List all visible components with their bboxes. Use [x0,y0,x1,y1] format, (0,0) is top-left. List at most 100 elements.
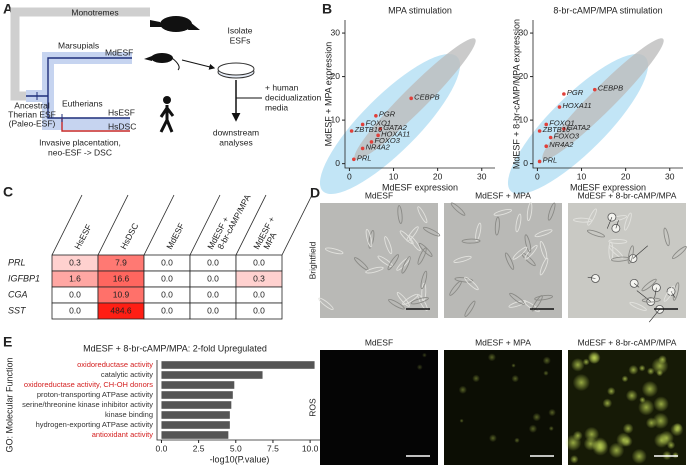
y-axis-label: GO: Molecular Function [4,357,14,452]
category-label: kinase binding [105,410,153,419]
cell [534,294,553,301]
micrograph [444,350,562,465]
opossum [144,53,180,71]
cell [450,202,466,216]
signal [487,353,496,362]
cell [461,238,481,244]
panel-label: A [3,1,13,17]
process [587,276,596,279]
bar [161,421,230,429]
condition-label: MdESF [365,337,393,347]
x-tick-label: 2.5 [193,443,205,453]
y-tick-label: 20 [331,71,341,81]
cell [365,229,373,248]
panel-label: B [322,1,332,17]
image-background [320,203,438,318]
process [633,283,640,288]
process [654,287,657,299]
signal [625,389,638,402]
gene-label: ZBTB16 [542,125,571,134]
cell [509,292,525,305]
gene-label: FOXO3 [554,132,580,141]
axis-line [156,360,322,441]
signal [631,448,647,464]
cell-value: 0.0 [161,273,173,283]
x-tick-label: 0.0 [156,443,168,453]
signal [514,437,520,444]
row-label: PRL [8,257,26,267]
cell [475,222,482,242]
panel-label: C [3,184,13,200]
cell [641,278,657,292]
y-tick-label: 30 [331,27,341,37]
signal [472,374,480,383]
cell-value: 0.0 [207,289,219,299]
signal [673,422,683,433]
cell [512,246,528,260]
x-axis-label: MdESF expression [570,182,646,192]
category-label: antioxidant activity [92,430,154,439]
gene-point [544,122,549,127]
condition-label: MdESF + 8-br-cAMP/MPA [578,337,677,347]
step-label: decidualization [265,92,322,102]
gene-point [352,157,356,162]
cell-value: 0.3 [69,257,81,267]
signal [653,432,670,448]
cell [418,242,433,257]
cloud [354,38,476,160]
process [615,220,619,229]
column-header: MdESF [164,221,186,251]
gene-point [592,87,597,92]
signal [622,423,634,434]
cell [629,301,647,311]
cell [586,229,605,238]
clade-label: Monotremes [71,7,118,17]
cell [671,246,687,260]
x-tick-label: 0 [535,171,540,181]
cell [420,270,428,290]
header-rule [97,194,129,256]
cell [573,217,592,223]
cell [388,298,405,310]
signal [658,355,667,364]
human [159,96,175,133]
cell [417,247,427,265]
cell [318,297,334,311]
cell [504,252,515,270]
cell [641,297,661,303]
condition-label: MdESF + MPA [475,190,531,200]
gene-point [378,127,383,131]
signal [652,412,669,429]
gene-point [557,105,562,109]
gene-point [548,135,553,140]
x-tick-label: 7.5 [267,443,279,453]
cell [397,205,403,224]
cell-value: 0.0 [161,257,173,267]
signal [602,398,613,409]
gene-label: FOXO3 [374,136,400,145]
cell [454,277,474,283]
cell [624,212,632,231]
panel-label: E [3,334,12,350]
process [606,217,613,229]
bar [161,411,230,419]
image-background [444,350,562,465]
cell [396,292,410,307]
cell-value: 0.0 [207,305,219,315]
signal [488,434,497,443]
signal [570,455,579,464]
cell-value: 10.9 [113,289,130,299]
process [648,309,660,323]
gene-label: HOXA11 [381,129,410,138]
cell [408,235,421,252]
gene-label: NR4A2 [549,140,574,149]
chart-title: MPA stimulation [388,5,452,15]
cell [526,202,533,222]
signal [572,430,583,441]
step-label: analyses [219,137,253,147]
y-tick-label: 30 [519,27,529,37]
cell [493,208,512,216]
gene-point [562,127,566,131]
step-label: Isolate [227,25,252,35]
gene-point [369,140,374,144]
